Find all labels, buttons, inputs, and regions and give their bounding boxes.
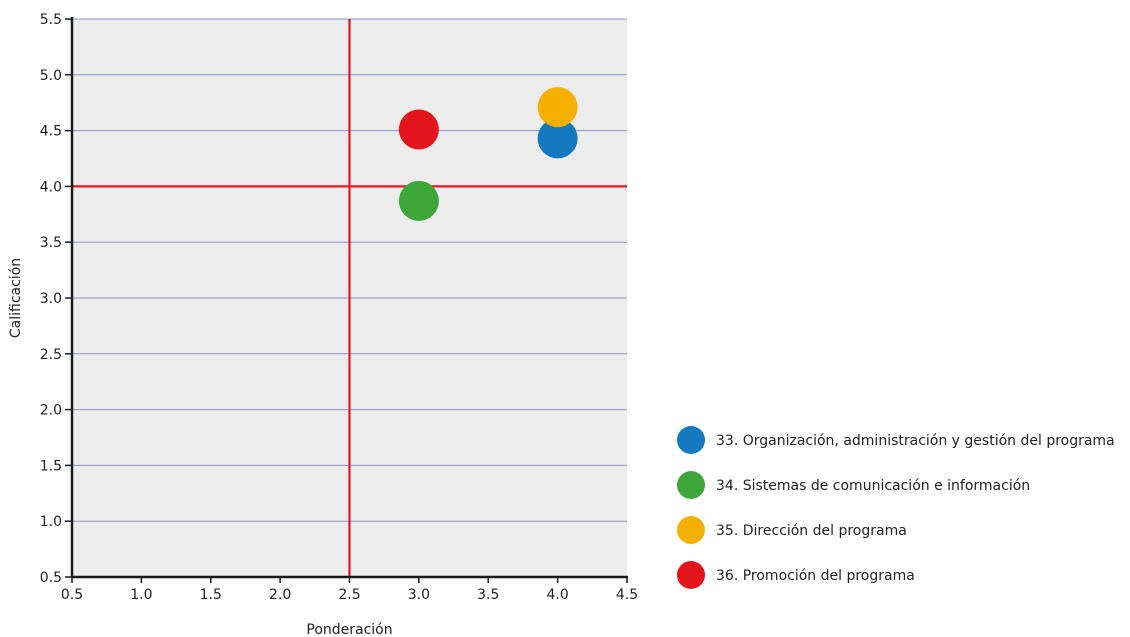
x-tick-label: 1.5 [200,587,222,603]
y-tick-label: 3.0 [40,291,62,307]
x-axis-title: Ponderación [306,622,392,637]
x-tick-label: 2.5 [338,587,360,603]
y-tick-label: 4.5 [40,124,62,140]
legend-label: 35. Dirección del programa [716,523,907,539]
y-tick-label: 2.0 [40,403,62,419]
y-tick-label: 3.5 [40,235,62,251]
legend-marker [677,471,705,499]
x-tick-label: 3.0 [408,587,430,603]
data-points [398,87,578,221]
data-point [398,109,439,150]
x-tick-label: 1.0 [130,587,152,603]
x-tick-label: 4.0 [546,587,568,603]
x-tick-label: 0.5 [61,587,83,603]
y-tick-label: 4.0 [40,179,62,195]
y-tick-label: 0.5 [40,570,62,586]
legend: 33. Organización, administración y gesti… [677,426,1115,589]
x-axis-ticks: 0.5 1.0 1.5 2.0 2.5 3.0 3.5 4.0 4.5 [61,577,638,603]
data-point [537,118,578,159]
legend-marker [677,516,705,544]
y-tick-label: 2.5 [40,347,62,363]
y-axis-title: Calificación [8,258,24,338]
reference-lines [72,19,627,577]
y-tick-label: 1.0 [40,514,62,530]
legend-label: 33. Organización, administración y gesti… [716,433,1115,449]
x-tick-label: 4.5 [616,587,638,603]
x-tick-label: 3.5 [477,587,499,603]
data-point [398,180,439,221]
legend-label: 36. Promoción del programa [716,568,915,584]
y-tick-label: 5.5 [40,12,62,28]
legend-marker [677,426,705,454]
y-axis-ticks: 0.5 1.0 1.5 2.0 2.5 3.0 3.5 4.0 4.5 5.0 5.5 [40,12,72,586]
x-tick-label: 2.0 [269,587,291,603]
legend-label: 34. Sistemas de comunicación e informaci… [716,478,1030,494]
data-point [537,87,578,128]
y-tick-label: 1.5 [40,458,62,474]
y-tick-label: 5.0 [40,68,62,84]
legend-marker [677,561,705,589]
